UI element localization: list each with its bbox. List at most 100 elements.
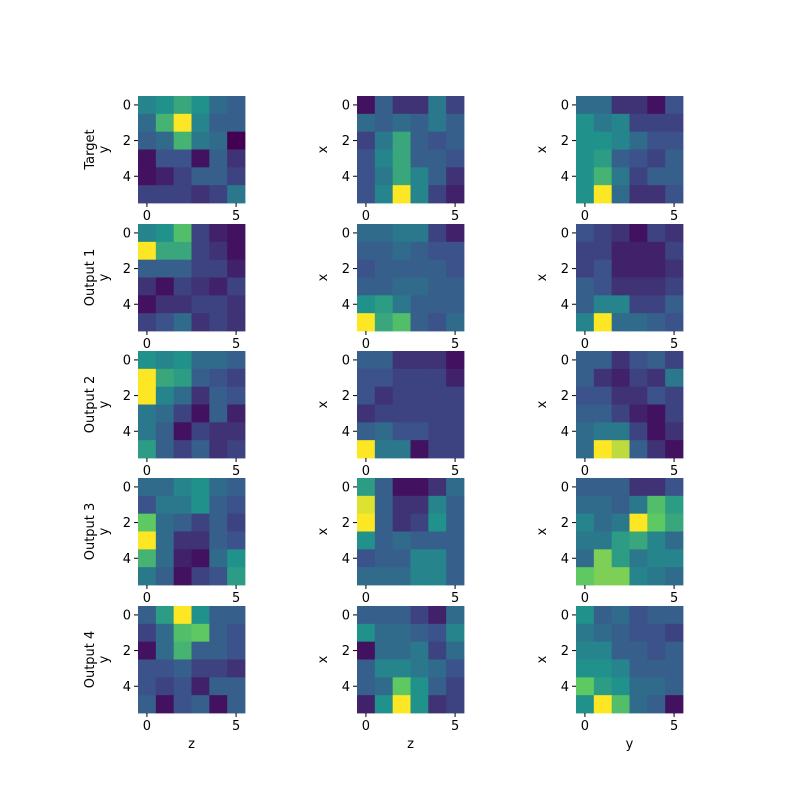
heatmap-cell-r1-c0-0-0 xyxy=(138,224,157,243)
heatmap-cell-r1-c0-1-2 xyxy=(173,241,192,261)
heatmap-cell-r2-c1-4-2 xyxy=(392,422,411,441)
heatmap-cell-r1-c1-5-3 xyxy=(410,313,429,332)
heatmap-cell-r0-c2-5-1 xyxy=(593,185,613,204)
heatmap-cell-r2-c0-1-3 xyxy=(191,368,210,388)
heatmap-cell-r3-c0-0-2 xyxy=(173,478,192,497)
heatmap-cell-r1-c2-4-1 xyxy=(593,295,613,314)
heatmap-cell-r4-c1-5-3 xyxy=(410,695,429,714)
heatmap-cell-r3-c2-5-3 xyxy=(629,567,648,586)
heatmap-cell-r0-c1-1-5 xyxy=(446,113,465,133)
heatmap-cell-r4-c1-1-3 xyxy=(410,623,429,643)
heatmap-cell-r2-c2-1-2 xyxy=(611,368,630,388)
heatmap-cell-r4-c0-2-4 xyxy=(209,641,228,660)
heatmap-cell-r1-c0-4-4 xyxy=(209,295,228,314)
heatmap-cell-r3-c1-0-3 xyxy=(410,478,429,497)
heatmap-cell-r3-c1-2-2 xyxy=(392,513,411,532)
heatmap-cell-r4-c1-2-4 xyxy=(428,641,447,660)
heatmap-cell-r3-c0-0-1 xyxy=(155,478,175,497)
heatmap-cell-r2-c1-1-1 xyxy=(374,368,394,388)
heatmap-cell-r2-c0-0-2 xyxy=(173,351,192,370)
heatmap-cell-r3-c1-2-4 xyxy=(428,513,447,532)
y-tick-label: 4 xyxy=(342,170,350,185)
heatmap-cell-r0-c2-0-0 xyxy=(576,96,595,115)
heatmap-cell-r3-c0-1-1 xyxy=(155,495,175,515)
heatmap-cell-r0-c1-3-0 xyxy=(357,149,376,168)
heatmap-cell-r0-c0-3-1 xyxy=(155,149,175,168)
heatmap-cell-r4-c0-2-0 xyxy=(138,641,157,660)
x-tick-label: 0 xyxy=(581,209,589,224)
heatmap-cell-r4-c1-0-1 xyxy=(374,606,394,625)
heatmap-cell-r1-c2-0-5 xyxy=(665,224,684,243)
heatmap-cell-r0-c0-0-1 xyxy=(155,96,175,115)
heatmap-cell-r1-c2-1-0 xyxy=(576,241,595,261)
x-tick-label: 0 xyxy=(143,591,151,606)
heatmap-cell-r4-c2-0-1 xyxy=(593,606,613,625)
heatmap-cell-r3-c0-1-0 xyxy=(138,495,157,515)
heatmap-cell-r4-c2-5-4 xyxy=(647,695,666,714)
heatmap-cell-r4-c2-4-3 xyxy=(629,677,648,696)
heatmap-cell-r1-c1-2-0 xyxy=(357,259,376,278)
heatmap-cell-r2-c2-1-0 xyxy=(576,368,595,388)
y-tick-label: 2 xyxy=(342,134,350,149)
heatmap-cell-r1-c2-2-4 xyxy=(647,259,666,278)
heatmap-cell-r0-c2-3-0 xyxy=(576,149,595,168)
heatmap-cell-r3-c2-3-0 xyxy=(576,531,595,550)
heatmap-cell-r2-c2-3-1 xyxy=(593,404,613,423)
x-tick-label: 0 xyxy=(143,337,151,352)
heatmap-cell-r4-c0-0-3 xyxy=(191,606,210,625)
heatmap-cell-r3-c1-1-2 xyxy=(392,495,411,515)
heatmap-cell-r1-c2-5-2 xyxy=(611,313,630,332)
heatmap-cell-r2-c0-4-3 xyxy=(191,422,210,441)
heatmap-cell-r4-c0-3-4 xyxy=(209,659,228,678)
heatmap-cell-r4-c0-2-3 xyxy=(191,641,210,660)
heatmap-cell-r2-c1-5-1 xyxy=(374,440,394,459)
heatmap-cell-r3-c1-4-4 xyxy=(428,549,447,568)
heatmap-cell-r1-c1-3-4 xyxy=(428,277,447,296)
heatmap-cell-r2-c2-1-5 xyxy=(665,368,684,388)
y-axis-label: x xyxy=(535,145,550,153)
heatmap-cell-r4-c1-0-3 xyxy=(410,606,429,625)
heatmap-cell-r0-c1-0-2 xyxy=(392,96,411,115)
heatmap-cell-r3-c2-0-2 xyxy=(611,478,630,497)
heatmap-cell-r2-c0-4-5 xyxy=(227,422,246,441)
heatmap-cell-r2-c2-2-4 xyxy=(647,386,666,405)
heatmap-cell-r1-c0-2-0 xyxy=(138,259,157,278)
heatmap-cell-r4-c0-0-2 xyxy=(173,606,192,625)
heatmap-cell-r2-c1-4-4 xyxy=(428,422,447,441)
heatmap-cell-r1-c1-2-5 xyxy=(446,259,465,278)
heatmap-cell-r3-c2-3-1 xyxy=(593,531,613,550)
heatmap-cell-r0-c1-5-4 xyxy=(428,185,447,204)
heatmap-cell-r4-c0-3-3 xyxy=(191,659,210,678)
heatmap-cell-r4-c2-1-2 xyxy=(611,623,630,643)
heatmap-cell-r1-c1-2-3 xyxy=(410,259,429,278)
heatmap-cell-r1-c0-5-1 xyxy=(155,313,175,332)
heatmap-cell-r1-c2-4-5 xyxy=(665,295,684,314)
y-tick-label: 2 xyxy=(342,262,350,277)
heatmap-cell-r1-c2-3-4 xyxy=(647,277,666,296)
heatmap-cell-r2-c1-4-0 xyxy=(357,422,376,441)
y-axis-label: x xyxy=(535,400,550,408)
x-tick-label: 5 xyxy=(232,337,240,352)
heatmap-cell-r0-c2-3-2 xyxy=(611,149,630,168)
heatmap-cell-r1-c1-1-5 xyxy=(446,241,465,261)
heatmap-cell-r0-c1-4-1 xyxy=(374,167,394,186)
heatmap-cell-r0-c1-1-2 xyxy=(392,113,411,133)
heatmap-cell-r3-c0-4-5 xyxy=(227,549,246,568)
heatmap-cell-r2-c2-4-3 xyxy=(629,422,648,441)
heatmap-cell-r4-c2-5-1 xyxy=(593,695,613,714)
y-axis-label: x xyxy=(316,400,331,408)
heatmap-cell-r1-c1-5-1 xyxy=(374,313,394,332)
heatmap-cell-r0-c0-3-2 xyxy=(173,149,192,168)
row-label: Target xyxy=(83,129,98,170)
heatmap-cell-r3-c1-3-3 xyxy=(410,531,429,550)
x-tick-label: 0 xyxy=(581,337,589,352)
heatmap-cell-r1-c1-1-0 xyxy=(357,241,376,261)
heatmap-cell-r2-c2-5-5 xyxy=(665,440,684,459)
heatmap-cell-r4-c2-1-1 xyxy=(593,623,613,643)
heatmap-cell-r2-c2-5-2 xyxy=(611,440,630,459)
heatmap-cell-r4-c1-4-2 xyxy=(392,677,411,696)
y-tick-label: 2 xyxy=(123,389,131,404)
heatmap-cell-r2-c2-3-4 xyxy=(647,404,666,423)
heatmap-cell-r2-c2-3-2 xyxy=(611,404,630,423)
heatmap-cell-r2-c2-0-5 xyxy=(665,351,684,370)
